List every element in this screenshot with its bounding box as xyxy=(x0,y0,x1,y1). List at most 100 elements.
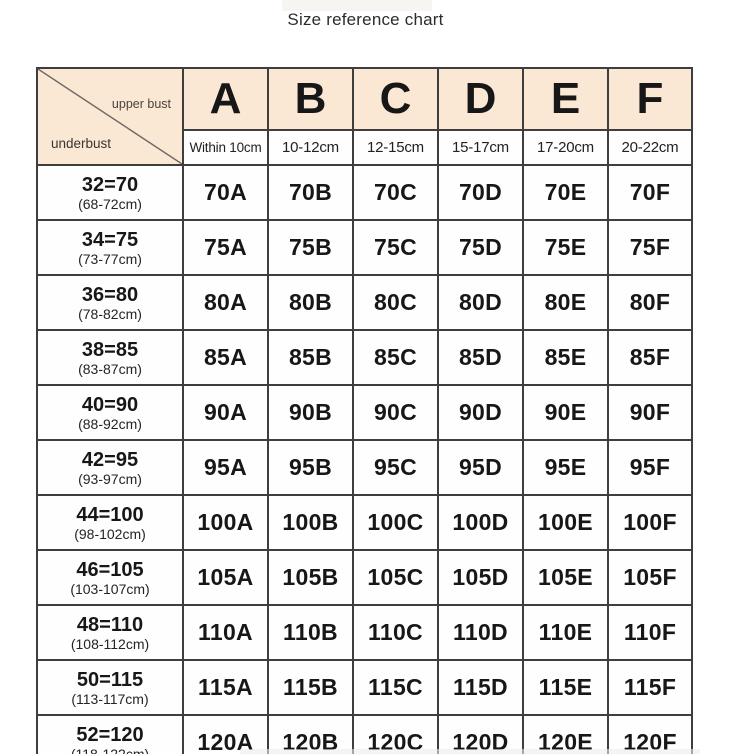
size-cell: 115B xyxy=(267,659,354,716)
size-cell: 115A xyxy=(182,659,269,716)
size-reference-table: upper bust underbust A B C D E F Within … xyxy=(36,67,693,754)
size-cell: 110C xyxy=(352,604,439,661)
size-cell: 120A xyxy=(182,714,269,754)
column-range-e: 17-20cm xyxy=(522,129,609,166)
size-cell: 115E xyxy=(522,659,609,716)
size-cell: 80E xyxy=(522,274,609,331)
size-cell: 70E xyxy=(522,164,609,221)
size-cell: 110A xyxy=(182,604,269,661)
cup-letter-header-row: upper bust underbust A B C D E F xyxy=(36,67,693,166)
size-cell: 75C xyxy=(352,219,439,276)
table-row: 46=105 (103-107cm) 105A 105B 105C 105D 1… xyxy=(36,549,693,606)
column-header-cup-b: B xyxy=(267,67,354,131)
underbust-range: (108-112cm) xyxy=(70,635,150,652)
size-cell: 100C xyxy=(352,494,439,551)
table-row: 34=75 (73-77cm) 75A 75B 75C 75D 75E 75F xyxy=(36,219,693,276)
underbust-code: 44=100 xyxy=(76,503,144,526)
size-cell: 70F xyxy=(607,164,693,221)
underbust-cell: 40=90 (88-92cm) xyxy=(36,384,184,441)
size-cell: 100D xyxy=(437,494,524,551)
underbust-cell: 32=70 (68-72cm) xyxy=(36,164,184,221)
size-cell: 95C xyxy=(352,439,439,496)
underbust-cell: 38=85 (83-87cm) xyxy=(36,329,184,386)
underbust-label: underbust xyxy=(51,136,112,151)
size-cell: 80B xyxy=(267,274,354,331)
size-cell: 95D xyxy=(437,439,524,496)
size-cell: 85D xyxy=(437,329,524,386)
underbust-code: 40=90 xyxy=(81,393,139,416)
size-cell: 105D xyxy=(437,549,524,606)
table-row: 32=70 (68-72cm) 70A 70B 70C 70D 70E 70F xyxy=(36,164,693,221)
underbust-cell: 50=115 (113-117cm) xyxy=(36,659,184,716)
table-row: 38=85 (83-87cm) 85A 85B 85C 85D 85E 85F xyxy=(36,329,693,386)
underbust-code: 52=120 xyxy=(76,723,144,746)
size-cell: 110F xyxy=(607,604,693,661)
size-cell: 100E xyxy=(522,494,609,551)
underbust-range: (83-87cm) xyxy=(78,360,142,377)
column-header-cup-c: C xyxy=(352,67,439,131)
underbust-cell: 52=120 (118-122cm) xyxy=(36,714,184,754)
cropped-image-artifact xyxy=(282,0,432,11)
size-cell: 75D xyxy=(437,219,524,276)
size-cell: 75E xyxy=(522,219,609,276)
underbust-range: (78-82cm) xyxy=(78,305,142,322)
size-cell: 85F xyxy=(607,329,693,386)
size-cell: 80F xyxy=(607,274,693,331)
size-cell: 100B xyxy=(267,494,354,551)
underbust-range: (103-107cm) xyxy=(70,580,150,597)
underbust-code: 46=105 xyxy=(76,558,144,581)
size-cell: 90E xyxy=(522,384,609,441)
size-cell: 105A xyxy=(182,549,269,606)
size-cell: 95E xyxy=(522,439,609,496)
size-cell: 95A xyxy=(182,439,269,496)
diagonal-corner-cell: upper bust underbust xyxy=(36,67,184,166)
size-cell: 110D xyxy=(437,604,524,661)
underbust-range: (98-102cm) xyxy=(74,525,146,542)
underbust-range: (93-97cm) xyxy=(78,470,142,487)
size-cell: 115C xyxy=(352,659,439,716)
underbust-range: (113-117cm) xyxy=(71,690,149,707)
underbust-code: 50=115 xyxy=(76,668,144,691)
underbust-code: 38=85 xyxy=(81,338,139,361)
page-title: Size reference chart xyxy=(287,10,444,29)
table-row: 40=90 (88-92cm) 90A 90B 90C 90D 90E 90F xyxy=(36,384,693,441)
underbust-cell: 48=110 (108-112cm) xyxy=(36,604,184,661)
cropped-image-artifact xyxy=(240,749,700,754)
size-cell: 100F xyxy=(607,494,693,551)
size-cell: 90D xyxy=(437,384,524,441)
size-cell: 105F xyxy=(607,549,693,606)
size-cell: 80C xyxy=(352,274,439,331)
table-row: 42=95 (93-97cm) 95A 95B 95C 95D 95E 95F xyxy=(36,439,693,496)
column-range-a: Within 10cm xyxy=(182,129,269,166)
underbust-cell: 46=105 (103-107cm) xyxy=(36,549,184,606)
underbust-range: (118-122cm) xyxy=(70,745,150,754)
size-cell: 105B xyxy=(267,549,354,606)
underbust-code: 36=80 xyxy=(81,283,139,306)
size-cell: 85E xyxy=(522,329,609,386)
size-cell: 75F xyxy=(607,219,693,276)
size-cell: 85B xyxy=(267,329,354,386)
column-header-cup-e: E xyxy=(522,67,609,131)
underbust-cell: 44=100 (98-102cm) xyxy=(36,494,184,551)
upper-bust-label: upper bust xyxy=(111,97,171,111)
underbust-code: 32=70 xyxy=(81,173,139,196)
underbust-cell: 34=75 (73-77cm) xyxy=(36,219,184,276)
diagonal-line xyxy=(39,70,181,163)
size-cell: 110B xyxy=(267,604,354,661)
column-header-cup-a: A xyxy=(182,67,269,131)
underbust-range: (73-77cm) xyxy=(78,250,142,267)
size-cell: 70C xyxy=(352,164,439,221)
column-range-f: 20-22cm xyxy=(607,129,693,166)
underbust-cell: 36=80 (78-82cm) xyxy=(36,274,184,331)
table-row: 50=115 (113-117cm) 115A 115B 115C 115D 1… xyxy=(36,659,693,716)
underbust-range: (88-92cm) xyxy=(78,415,142,432)
size-cell: 90B xyxy=(267,384,354,441)
size-cell: 85C xyxy=(352,329,439,386)
table-row: 48=110 (108-112cm) 110A 110B 110C 110D 1… xyxy=(36,604,693,661)
size-cell: 95B xyxy=(267,439,354,496)
size-cell: 105C xyxy=(352,549,439,606)
size-cell: 115F xyxy=(607,659,693,716)
underbust-code: 48=110 xyxy=(76,613,144,636)
size-cell: 115D xyxy=(437,659,524,716)
